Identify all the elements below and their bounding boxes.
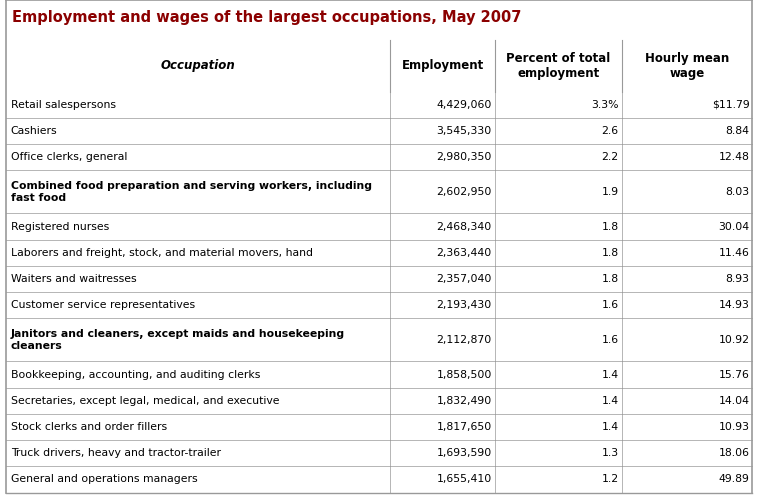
Text: General and operations managers: General and operations managers xyxy=(11,474,198,485)
Text: Occupation: Occupation xyxy=(161,59,235,72)
Text: 1,655,410: 1,655,410 xyxy=(437,474,492,485)
Text: Percent of total
employment: Percent of total employment xyxy=(506,51,610,80)
Text: 8.03: 8.03 xyxy=(725,187,749,197)
Text: 2.6: 2.6 xyxy=(602,126,618,136)
Text: 49.89: 49.89 xyxy=(718,474,749,485)
Text: 2,980,350: 2,980,350 xyxy=(437,152,492,162)
Text: 11.46: 11.46 xyxy=(718,248,749,258)
Text: 8.84: 8.84 xyxy=(725,126,749,136)
Text: Secretaries, except legal, medical, and executive: Secretaries, except legal, medical, and … xyxy=(11,396,279,406)
Text: Stock clerks and order fillers: Stock clerks and order fillers xyxy=(11,422,167,432)
Text: 1.6: 1.6 xyxy=(602,335,618,345)
Text: Combined food preparation and serving workers, including
fast food: Combined food preparation and serving wo… xyxy=(11,181,372,202)
Text: 1.2: 1.2 xyxy=(602,474,618,485)
Text: 12.48: 12.48 xyxy=(718,152,749,162)
Text: 2,363,440: 2,363,440 xyxy=(437,248,492,258)
Text: 3.3%: 3.3% xyxy=(591,99,618,110)
Text: 2,468,340: 2,468,340 xyxy=(437,222,492,232)
Text: 1.4: 1.4 xyxy=(602,422,618,432)
Text: Truck drivers, heavy and tractor-trailer: Truck drivers, heavy and tractor-trailer xyxy=(11,448,220,458)
Text: 14.93: 14.93 xyxy=(718,300,749,310)
Text: Bookkeeping, accounting, and auditing clerks: Bookkeeping, accounting, and auditing cl… xyxy=(11,370,260,380)
Text: 2,193,430: 2,193,430 xyxy=(437,300,492,310)
Text: 14.04: 14.04 xyxy=(718,396,749,406)
Text: $11.79: $11.79 xyxy=(712,99,749,110)
Text: 2,357,040: 2,357,040 xyxy=(437,274,492,284)
Text: 8.93: 8.93 xyxy=(725,274,749,284)
Text: Retail salespersons: Retail salespersons xyxy=(11,99,116,110)
Text: 3,545,330: 3,545,330 xyxy=(437,126,492,136)
Text: Employment: Employment xyxy=(401,59,484,72)
Text: 2,602,950: 2,602,950 xyxy=(437,187,492,197)
Text: 1.4: 1.4 xyxy=(602,370,618,380)
Text: 10.92: 10.92 xyxy=(718,335,749,345)
Text: Hourly mean
wage: Hourly mean wage xyxy=(645,51,729,80)
Text: 1,858,500: 1,858,500 xyxy=(437,370,492,380)
Text: Janitors and cleaners, except maids and housekeeping
cleaners: Janitors and cleaners, except maids and … xyxy=(11,329,344,350)
Text: 1.9: 1.9 xyxy=(602,187,618,197)
Text: Cashiers: Cashiers xyxy=(11,126,58,136)
Text: 1.8: 1.8 xyxy=(602,248,618,258)
Text: 10.93: 10.93 xyxy=(718,422,749,432)
Text: Customer service representatives: Customer service representatives xyxy=(11,300,195,310)
Text: 1,817,650: 1,817,650 xyxy=(437,422,492,432)
Text: 1,693,590: 1,693,590 xyxy=(437,448,492,458)
Text: Employment and wages of the largest occupations, May 2007: Employment and wages of the largest occu… xyxy=(12,10,522,25)
Text: 30.04: 30.04 xyxy=(718,222,749,232)
Text: Waiters and waitresses: Waiters and waitresses xyxy=(11,274,136,284)
Text: 1,832,490: 1,832,490 xyxy=(437,396,492,406)
Text: 18.06: 18.06 xyxy=(718,448,749,458)
Text: 2,112,870: 2,112,870 xyxy=(437,335,492,345)
Text: 1.8: 1.8 xyxy=(602,274,618,284)
Text: 1.8: 1.8 xyxy=(602,222,618,232)
Text: Registered nurses: Registered nurses xyxy=(11,222,109,232)
Text: 1.6: 1.6 xyxy=(602,300,618,310)
Text: 4,429,060: 4,429,060 xyxy=(437,99,492,110)
Text: 15.76: 15.76 xyxy=(718,370,749,380)
Text: Laborers and freight, stock, and material movers, hand: Laborers and freight, stock, and materia… xyxy=(11,248,313,258)
Text: 1.3: 1.3 xyxy=(602,448,618,458)
Text: Office clerks, general: Office clerks, general xyxy=(11,152,127,162)
Text: 1.4: 1.4 xyxy=(602,396,618,406)
Text: 2.2: 2.2 xyxy=(602,152,618,162)
